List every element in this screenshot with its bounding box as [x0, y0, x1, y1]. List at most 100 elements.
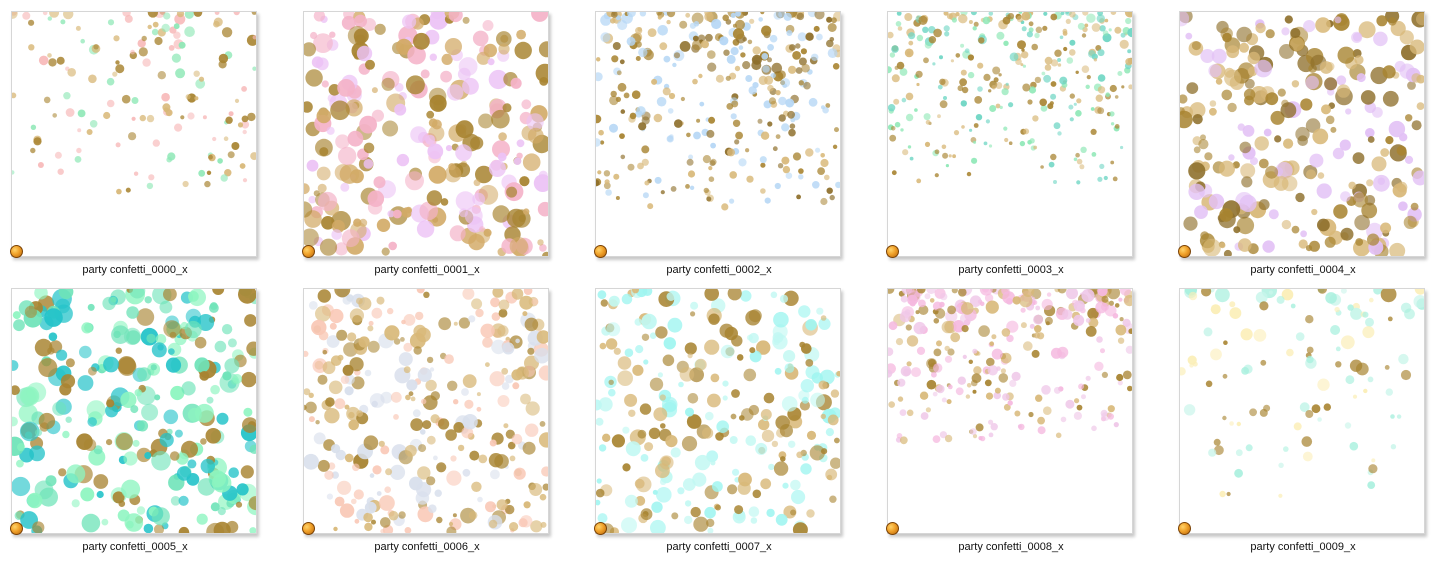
confetti-dot [1009, 52, 1019, 62]
confetti-dot [617, 19, 628, 31]
confetti-dot [1065, 12, 1069, 14]
confetti-preview [1180, 289, 1424, 498]
confetti-dot [304, 453, 319, 470]
confetti-dot [1032, 115, 1039, 122]
confetti-dot [515, 366, 529, 380]
confetti-dot [376, 296, 385, 305]
confetti-dot [914, 108, 918, 112]
confetti-dot [1076, 158, 1083, 165]
confetti-dot [380, 529, 385, 533]
confetti-dot [347, 332, 357, 342]
confetti-dot [337, 354, 344, 361]
confetti-dot [1118, 297, 1123, 302]
confetti-dot [1008, 141, 1013, 145]
confetti-dot [897, 396, 904, 402]
confetti-dot [1306, 355, 1314, 364]
confetti-dot [235, 501, 243, 508]
confetti-dot [117, 509, 130, 522]
confetti-dot [63, 12, 74, 20]
confetti-dot [392, 209, 402, 219]
confetti-dot [342, 364, 354, 376]
confetti-dot [347, 130, 364, 147]
confetti-dot [1087, 307, 1099, 320]
confetti-dot [81, 322, 93, 334]
confetti-dot [204, 180, 211, 188]
confetti-dot [729, 198, 735, 204]
confetti-dot [115, 60, 120, 65]
confetti-dot [1388, 17, 1397, 26]
confetti-dot [173, 23, 180, 30]
confetti-dot [969, 128, 973, 132]
confetti-dot [663, 337, 676, 350]
confetti-dot [953, 130, 960, 136]
confetti-dot [1240, 163, 1256, 179]
confetti-dot [1352, 152, 1365, 165]
confetti-dot [379, 495, 395, 511]
confetti-dot [1367, 481, 1376, 489]
confetti-dot [985, 392, 994, 400]
confetti-dot [447, 84, 464, 101]
confetti-dot [515, 338, 520, 344]
confetti-dot [596, 57, 601, 62]
confetti-dot [331, 471, 339, 479]
confetti-dot [513, 467, 526, 480]
confetti-dot [1345, 375, 1355, 385]
confetti-dot [1223, 249, 1232, 256]
confetti-dot [780, 456, 786, 462]
confetti-dot [39, 487, 58, 507]
confetti-dot [1054, 49, 1062, 57]
confetti-dot [1022, 83, 1031, 92]
confetti-dot [1354, 55, 1364, 65]
confetti-dot [398, 511, 406, 519]
confetti-dot [405, 75, 425, 95]
confetti-dot [604, 179, 610, 185]
confetti-dot [1127, 385, 1132, 392]
confetti-dot [896, 433, 903, 439]
confetti-dot [313, 190, 320, 197]
confetti-dot [1085, 375, 1091, 381]
confetti-dot [677, 487, 685, 495]
confetti-dot [1399, 30, 1414, 45]
confetti-dot [319, 238, 338, 256]
confetti-dot [1306, 169, 1316, 180]
confetti-dot [970, 12, 977, 16]
confetti-dot [1073, 411, 1082, 420]
confetti-dot [462, 414, 478, 430]
confetti-dot [1127, 49, 1132, 54]
confetti-dot [626, 36, 636, 46]
confetti-dot [924, 141, 931, 147]
confetti-dot [34, 289, 48, 300]
confetti-dot [1053, 386, 1061, 394]
confetti-dot [1085, 318, 1091, 323]
confetti-dot [1278, 493, 1283, 498]
confetti-dot [1333, 14, 1350, 31]
confetti-dot [1124, 12, 1132, 18]
confetti-dot [316, 166, 331, 181]
confetti-dot [141, 35, 147, 42]
confetti-dot [1039, 98, 1047, 107]
confetti-dot [364, 501, 377, 514]
confetti-dot [730, 413, 737, 420]
confetti-dot [471, 481, 482, 492]
confetti-dot [44, 308, 63, 327]
confetti-dot [416, 220, 435, 238]
confetti-preview [596, 289, 840, 533]
confetti-dot [457, 444, 465, 452]
confetti-dot [468, 315, 476, 323]
confetti-dot [670, 186, 677, 192]
confetti-dot [1033, 145, 1038, 150]
confetti-dot [476, 392, 481, 397]
confetti-dot [107, 19, 115, 26]
confetti-dot [689, 185, 695, 190]
confetti-dot [1236, 421, 1241, 427]
confetti-dot [234, 98, 240, 103]
confetti-dot [678, 381, 684, 388]
confetti-dot [745, 75, 753, 82]
confetti-dot [1005, 82, 1009, 86]
confetti-dot [120, 391, 137, 408]
confetti-dot [715, 74, 724, 83]
confetti-dot [52, 113, 57, 118]
confetti-dot [535, 63, 548, 83]
confetti-dot [800, 379, 814, 393]
confetti-dot [205, 428, 222, 444]
